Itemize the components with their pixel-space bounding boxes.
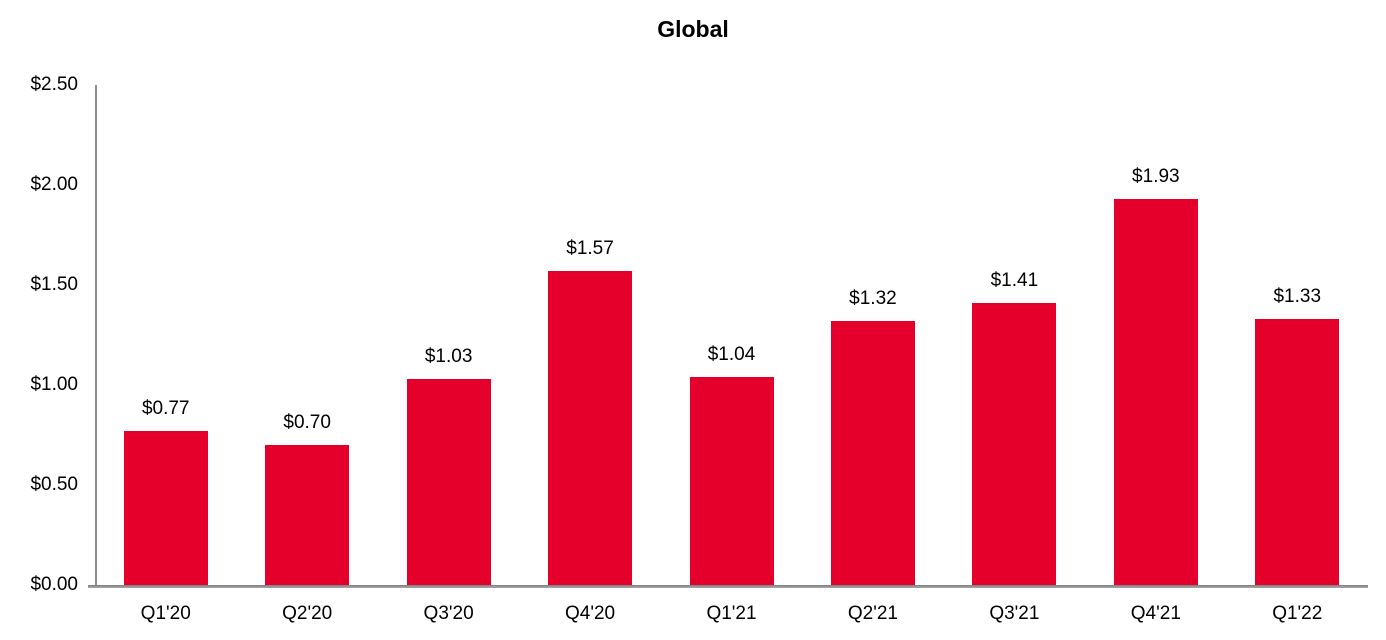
- bar: [123, 431, 208, 585]
- bar: [1113, 199, 1198, 585]
- y-axis-line: [95, 85, 97, 585]
- x-axis-tick-label: Q2'21: [847, 603, 898, 624]
- bar-value-label: $0.77: [141, 398, 190, 419]
- y-axis-tick-label: $0.00: [30, 574, 78, 595]
- bar-value-label: $1.93: [1132, 166, 1180, 187]
- bar-value-label: $0.70: [283, 412, 331, 433]
- bar: [406, 379, 491, 585]
- bar: [689, 377, 774, 585]
- x-axis-tick-label: Q3'21: [989, 603, 1040, 624]
- y-axis-tick-label: $1.50: [30, 274, 78, 295]
- plot-area: $0.00 $0.50 $1.00 $1.50 $2.00 $2.50 $0.77 $0.7…: [30, 74, 1368, 624]
- y-axis-tick-label: $1.00: [30, 374, 78, 395]
- bar-value-label: $1.04: [707, 344, 756, 365]
- bar-value-label: $1.03: [424, 346, 473, 367]
- bar: [548, 271, 633, 585]
- x-axis-tick-label: Q4'20: [564, 603, 616, 624]
- x-axis-line: [88, 585, 1368, 588]
- bar-value-label: $1.32: [849, 288, 897, 309]
- bar-value-label: $1.57: [566, 238, 614, 259]
- y-axis-tick-label: $0.50: [30, 474, 78, 495]
- x-axis-tick-label: Q1'22: [1272, 603, 1323, 624]
- x-axis-tick-label: Q4'21: [1130, 603, 1181, 624]
- bar: [265, 445, 350, 585]
- bar-value-label: $1.41: [990, 270, 1039, 291]
- x-axis-tick-label: Q3'20: [423, 603, 474, 624]
- chart-title: Global: [657, 16, 729, 42]
- bar: [972, 303, 1057, 585]
- x-axis-tick-label: Q1'21: [706, 603, 757, 624]
- x-axis-tick-label: Q1'20: [140, 603, 191, 624]
- bar: [830, 321, 915, 585]
- bar-value-label: $1.33: [1273, 286, 1322, 307]
- x-axis-tick-label: Q2'20: [282, 603, 333, 624]
- y-axis-tick-label: $2.00: [30, 174, 78, 195]
- y-axis-tick-label: $2.50: [30, 74, 78, 95]
- bar: [1255, 319, 1340, 585]
